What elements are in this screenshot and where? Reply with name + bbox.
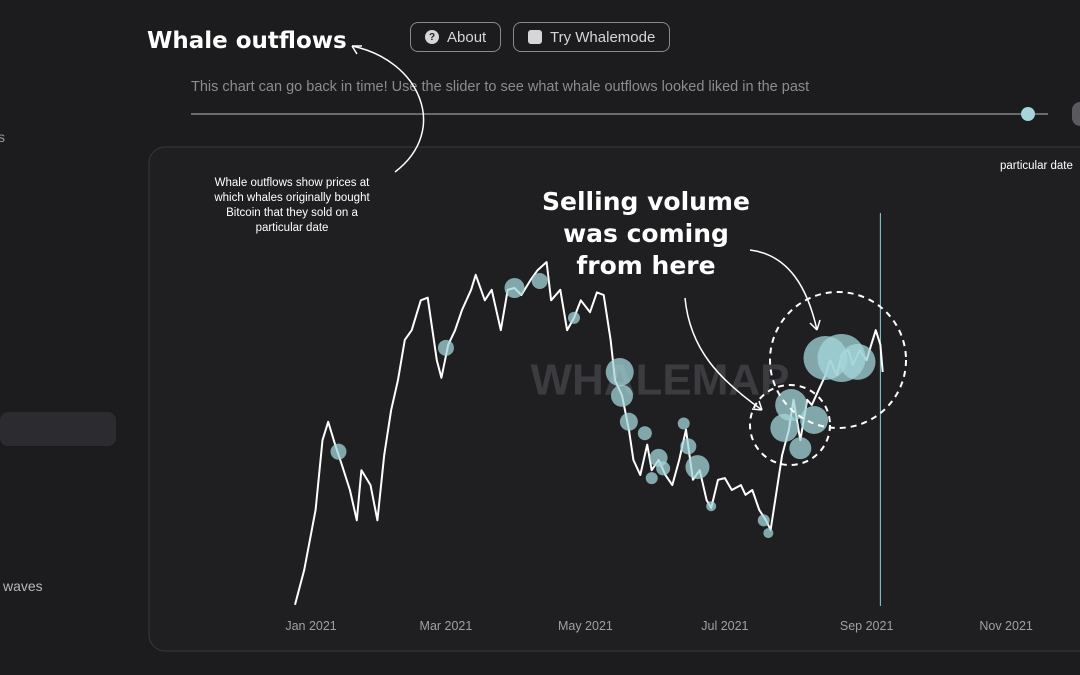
annotation: was coming bbox=[563, 219, 729, 248]
x-tick-label: Nov 2021 bbox=[979, 619, 1033, 633]
outflow-bubble bbox=[775, 389, 808, 422]
plot: WHALEMAP Jan 2021 Mar 2021 May 2021 Jul 2021… bbox=[285, 213, 1033, 633]
sidebar-active-item[interactable] bbox=[0, 412, 116, 446]
help-icon: ? bbox=[425, 30, 439, 44]
outflow-bubble bbox=[437, 339, 454, 356]
note: Bitcoin that they sold on a bbox=[226, 207, 358, 219]
x-tick-label: May 2021 bbox=[558, 619, 613, 633]
outflow-bubble bbox=[839, 343, 876, 380]
outflow-bubble bbox=[567, 311, 580, 324]
x-tick-label: Sep 2021 bbox=[840, 619, 894, 633]
whalemode-button[interactable]: Try Whalemode bbox=[513, 22, 671, 52]
note: Whale outflows show prices at bbox=[215, 177, 370, 189]
corner-label: particular date bbox=[1000, 160, 1073, 172]
outflow-bubble bbox=[680, 438, 697, 455]
note: which whales originally bought bbox=[213, 192, 370, 204]
x-tick-label: Jul 2021 bbox=[701, 619, 748, 633]
sidebar-fragment: s bbox=[0, 129, 5, 145]
outflow-bubble bbox=[677, 417, 690, 430]
x-tick-label: Mar 2021 bbox=[420, 619, 473, 633]
outflow-bubble bbox=[656, 461, 671, 476]
arrow bbox=[749, 249, 818, 331]
outflow-bubble bbox=[763, 528, 774, 539]
arrow bbox=[684, 297, 763, 411]
annotation: Selling volume bbox=[542, 187, 750, 216]
button-label: About bbox=[447, 28, 487, 46]
arrow-head bbox=[809, 319, 821, 331]
slider-knob[interactable] bbox=[1021, 107, 1035, 121]
highlight-circle bbox=[769, 291, 907, 429]
description: This chart can go back in time! Use the … bbox=[191, 79, 809, 95]
arrow bbox=[351, 45, 425, 173]
outflow-bubble bbox=[789, 437, 812, 460]
arrow-head bbox=[351, 45, 362, 55]
button-label: Try Whalemode bbox=[550, 28, 656, 46]
highlight-circle bbox=[749, 384, 831, 466]
x-tick-label: Jan 2021 bbox=[285, 619, 336, 633]
outflow-bubble bbox=[757, 514, 770, 527]
outflow-bubble bbox=[619, 412, 638, 431]
outflow-bubble bbox=[800, 406, 829, 434]
outflow-bubble bbox=[330, 443, 347, 460]
arrow-head bbox=[751, 400, 763, 411]
sidebar-fragment: waves bbox=[2, 578, 43, 594]
annotation: from here bbox=[576, 251, 715, 280]
note: particular date bbox=[256, 222, 329, 234]
outflow-bubble bbox=[685, 455, 710, 480]
outflow-bubble bbox=[637, 426, 652, 441]
outflow-bubble bbox=[504, 278, 525, 298]
about-button[interactable]: ? About bbox=[410, 22, 502, 52]
outflow-bubble bbox=[706, 501, 717, 512]
whale-icon bbox=[528, 30, 542, 44]
outflow-bubble bbox=[605, 358, 634, 387]
outflow-bubble bbox=[531, 272, 548, 289]
outflow-bubble bbox=[611, 384, 634, 407]
play-button[interactable] bbox=[1072, 102, 1080, 126]
page-title: Whale outflows bbox=[147, 28, 347, 54]
outflow-bubble bbox=[645, 472, 658, 485]
watermark: WHALEMAP bbox=[530, 356, 789, 405]
